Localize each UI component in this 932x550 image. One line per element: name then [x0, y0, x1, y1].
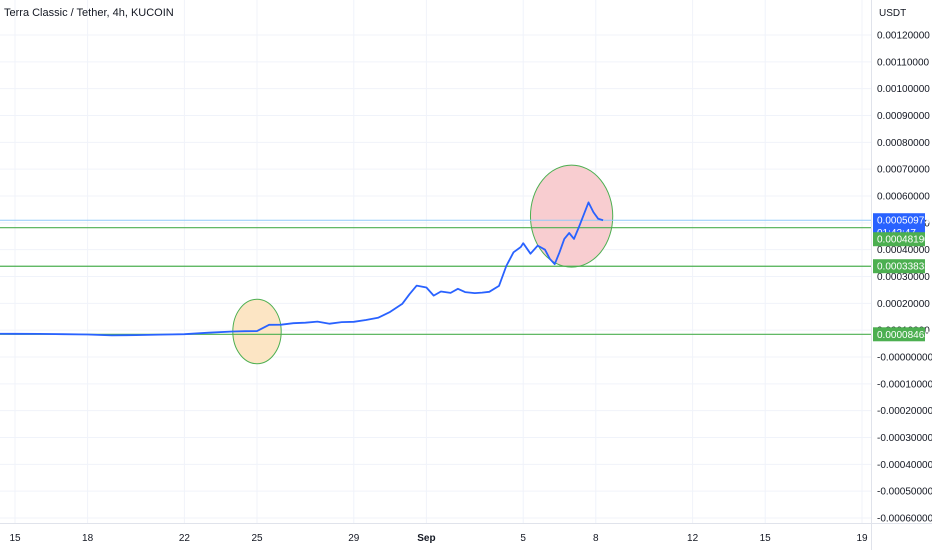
y-tick-label: 0.00060000 — [877, 192, 930, 203]
level-badge — [873, 232, 925, 247]
series-layer — [0, 201, 604, 337]
level-badge-label: 0.00008463 — [877, 330, 930, 341]
x-tick-label: 5 — [520, 533, 526, 544]
y-tick-label: -0.00030000 — [877, 433, 932, 444]
level-badge-label: 0.00033833 — [877, 262, 930, 273]
y-tick-label: -0.00040000 — [877, 460, 932, 471]
grid-lines — [0, 0, 871, 523]
x-tick-label: 22 — [179, 533, 191, 544]
x-tick-label: 29 — [348, 533, 360, 544]
x-tick-label: 15 — [9, 533, 21, 544]
price-unit-label: USDT — [879, 8, 906, 19]
y-tick-label: 0.00040000 — [877, 245, 930, 256]
price-axis[interactable]: 0.00120000 0.00110000 0.00100000 0.00090000… — [877, 31, 932, 525]
level-badge-label: 0.00048190 — [877, 235, 930, 246]
price-line[interactable] — [0, 201, 604, 337]
current-price-label: 0.00050973 — [877, 216, 930, 227]
y-tick-label: -0.00060000 — [877, 514, 932, 525]
y-tick-label: -0.00020000 — [877, 406, 932, 417]
price-badges: 0.0005097301:42:470.000481900.000338330.… — [873, 213, 930, 342]
y-tick-label: -0.00000000 — [877, 353, 932, 364]
y-tick-label: 0.00080000 — [877, 138, 930, 149]
x-tick-label: Sep — [417, 533, 435, 544]
level-badge — [873, 327, 925, 342]
x-tick-label: 12 — [687, 533, 699, 544]
y-tick-label: 0.00020000 — [877, 299, 930, 310]
y-tick-label: 0.00030000 — [877, 272, 930, 283]
x-tick-label: 25 — [251, 533, 263, 544]
level-badge — [873, 259, 925, 274]
y-tick-label: 0.00120000 — [877, 31, 930, 42]
red-highlight-ellipse[interactable] — [529, 164, 614, 268]
level-lines — [0, 219, 871, 335]
x-tick-label: 8 — [593, 533, 599, 544]
y-tick-label: 0.00100000 — [877, 84, 930, 95]
y-tick-label: -0.00050000 — [877, 487, 932, 498]
x-tick-label: 19 — [856, 533, 868, 544]
x-tick-label: 15 — [760, 533, 772, 544]
chart-title: Terra Classic / Tether, 4h, KUCOIN — [4, 7, 174, 19]
y-tick-label: 0.00070000 — [877, 165, 930, 176]
x-tick-label: 18 — [82, 533, 94, 544]
time-axis[interactable]: 15 18 22 25 29 Sep 5 8 12 15 19 — [9, 533, 868, 544]
y-tick-label: 0.00110000 — [877, 57, 930, 68]
y-tick-label: 0.00090000 — [877, 111, 930, 122]
y-tick-label: -0.00010000 — [877, 379, 932, 390]
